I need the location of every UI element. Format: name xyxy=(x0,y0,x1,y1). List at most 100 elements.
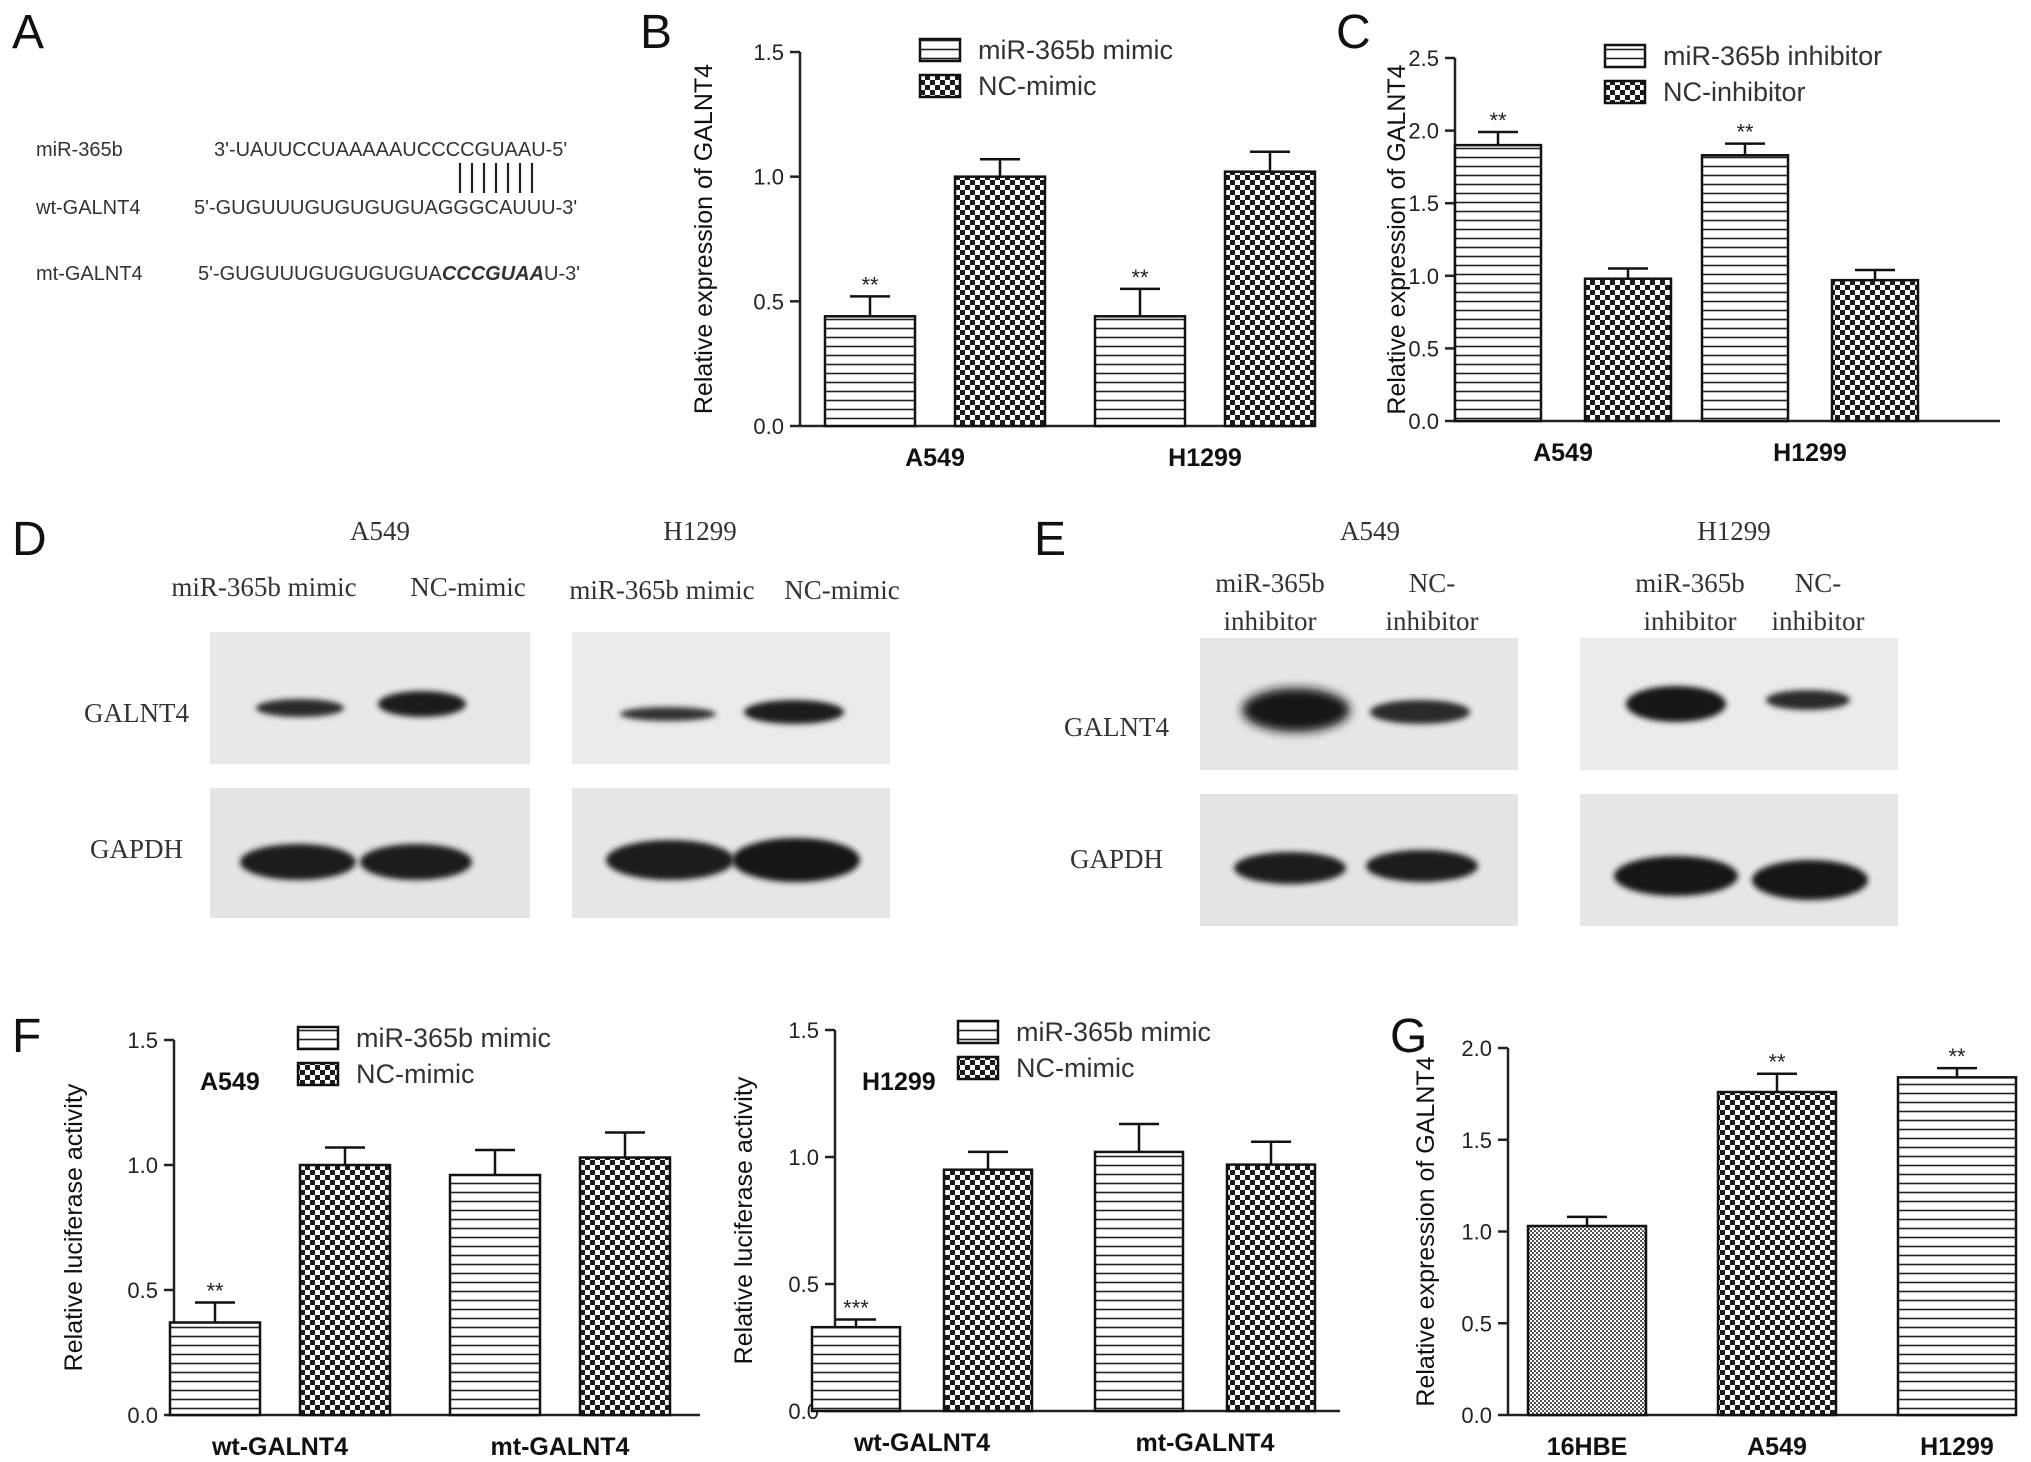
bar-mir-365b-mimic xyxy=(448,1173,542,1417)
panel-letter-g: G xyxy=(1390,1010,1427,1063)
legend-swatch xyxy=(296,1025,340,1051)
blot-e-band-galnt4-h1299-inh xyxy=(1626,686,1726,722)
bar-mir-365b-mimic xyxy=(168,1321,262,1417)
x-category-label: H1299 xyxy=(1920,1433,1994,1461)
chart-inset-title: H1299 xyxy=(862,1068,936,1096)
bar-nc-mimic xyxy=(298,1163,392,1417)
x-category-label: mt-GALNT4 xyxy=(491,1433,630,1461)
bar-nc-inhibitor xyxy=(1830,278,1920,423)
bar-a549 xyxy=(1716,1090,1838,1417)
blot-d-band-galnt4-h1299-nc xyxy=(744,700,844,724)
blot-e-cell-h1299: H1299 xyxy=(1697,516,1771,546)
y-tick-label: 0.0 xyxy=(1408,409,1439,434)
seq-mt-prefix: 5'-GUGUUUGUGUGUGUA xyxy=(198,263,442,285)
bar-nc-mimic xyxy=(578,1156,672,1417)
blot-d-lane-h1299-mimic: miR-365b mimic xyxy=(569,575,754,605)
blot-d-band-gapdh-a549-nc xyxy=(360,844,472,880)
blot-e-band-galnt4-h1299-nc xyxy=(1766,690,1850,710)
panel-letter-d: D xyxy=(12,513,47,566)
blot-d-lane-h1299-nc: NC-mimic xyxy=(784,575,900,605)
y-tick-label: 1.0 xyxy=(1408,264,1439,289)
blot-d-band-galnt4-h1299-mimic xyxy=(620,707,716,721)
significance-marker: ** xyxy=(1131,265,1149,290)
y-axis-label: Relative luciferase activity xyxy=(730,1076,758,1364)
panel-a-sequence-alignment: A miR-365b 3'-UAUUCCUAAAAAUCCCCGUAAU-5' … xyxy=(12,6,580,285)
x-category-label: H1299 xyxy=(1773,439,1847,467)
base-pair-lines xyxy=(458,163,534,193)
chart-panel-b: 0.0 0.5 1.0 1.5 Relative expression of GALNT… xyxy=(690,35,1317,472)
blot-e-row-galnt4: GALNT4 xyxy=(1064,712,1169,742)
legend-label: miR-365b inhibitor xyxy=(1663,41,1882,71)
blot-d-band-galnt4-a549-mimic xyxy=(256,699,344,717)
panel-d-western-blot: D A549 H1299 miR-365b mimic NC-mimic miR… xyxy=(12,513,900,918)
legend-label: NC-mimic xyxy=(1016,1053,1134,1083)
legend-label: miR-365b mimic xyxy=(978,35,1173,65)
blot-d-band-galnt4-a549-nc xyxy=(378,691,466,717)
bar-nc-inhibitor xyxy=(1583,277,1673,423)
blot-e-band-gapdh-a549-inh xyxy=(1234,852,1346,884)
x-category-label: wt-GALNT4 xyxy=(853,1429,990,1457)
chart-panel-g: 0.0 0.5 1.0 1.5 2.0 Relative expression of GA… xyxy=(1412,1036,2018,1461)
y-tick-label: 0.5 xyxy=(1408,336,1439,361)
blot-e-band-galnt4-a549-inh xyxy=(1242,688,1350,732)
blot-e-lane-a549-inh-line1: miR-365b xyxy=(1215,568,1325,598)
y-tick-label: 1.5 xyxy=(1408,191,1439,216)
blot-d-membrane-galnt4-a549 xyxy=(210,632,530,764)
y-axis-label: Relative expression of GALNT4 xyxy=(690,64,718,414)
panel-letter-e: E xyxy=(1034,513,1066,566)
blot-e-band-gapdh-a549-nc xyxy=(1366,850,1478,882)
y-axis-label: Relative expression of GALNT4 xyxy=(1383,64,1411,414)
y-tick-label: 0.0 xyxy=(753,414,784,439)
y-tick-label: 0.0 xyxy=(127,1403,158,1428)
seq-row-label-mir365b: miR-365b xyxy=(36,139,123,161)
y-tick-label: 1.0 xyxy=(753,165,784,190)
bar-mir-365b-mimic xyxy=(810,1325,902,1413)
y-tick-label: 1.5 xyxy=(788,1018,819,1043)
bar-nc-mimic xyxy=(1223,170,1317,428)
blot-e-band-gapdh-h1299-inh xyxy=(1614,856,1738,896)
legend-swatch xyxy=(918,73,962,99)
significance-marker: ** xyxy=(1736,120,1754,145)
y-tick-label: 0.0 xyxy=(1461,1403,1492,1428)
panel-e-western-blot: E A549 H1299 miR-365b inhibitor NC- inhi… xyxy=(1034,513,1898,926)
y-tick-label: 2.0 xyxy=(1461,1036,1492,1061)
seq-mt-galnt4: 5'-GUGUUUGUGUGUGUACCCGUAAU-3' xyxy=(198,263,580,285)
bar-mir-365b-mimic xyxy=(1093,315,1187,428)
blot-e-lane-h1299-nc-line2: inhibitor xyxy=(1772,606,1865,636)
panel-letter-f: F xyxy=(12,1010,41,1063)
bar-h1299 xyxy=(1896,1076,2018,1417)
bar-mir-365b-mimic xyxy=(823,315,917,428)
x-category-label: A549 xyxy=(905,444,965,472)
legend-label: miR-365b mimic xyxy=(356,1023,551,1053)
legend-swatch xyxy=(1603,43,1647,69)
blot-d-band-gapdh-h1299-mimic xyxy=(606,840,734,880)
x-category-label: H1299 xyxy=(1168,444,1242,472)
blot-e-row-gapdh: GAPDH xyxy=(1070,844,1163,874)
seq-row-label-mt-galnt4: mt-GALNT4 xyxy=(36,263,143,285)
legend-swatch xyxy=(918,37,962,63)
significance-marker: ** xyxy=(861,272,879,297)
seq-mt-suffix: U-3' xyxy=(544,263,580,285)
legend-swatch xyxy=(956,1019,1000,1045)
blot-e-band-galnt4-a549-nc xyxy=(1370,700,1470,724)
x-category-label: A549 xyxy=(1533,439,1593,467)
significance-marker: ** xyxy=(206,1279,224,1304)
blot-d-cell-a549: A549 xyxy=(350,516,410,546)
significance-marker: ** xyxy=(1489,108,1507,133)
legend-label: NC-inhibitor xyxy=(1663,77,1806,107)
bar-nc-mimic xyxy=(953,175,1047,428)
x-category-label: 16HBE xyxy=(1547,1433,1628,1461)
y-axis-label: Relative luciferase activity xyxy=(60,1083,88,1371)
seq-row-label-wt-galnt4: wt-GALNT4 xyxy=(35,197,140,219)
blot-e-lane-h1299-inh-line2: inhibitor xyxy=(1644,606,1737,636)
blot-d-row-galnt4: GALNT4 xyxy=(84,698,189,728)
y-tick-label: 0.5 xyxy=(788,1272,819,1297)
y-tick-label: 0.5 xyxy=(753,289,784,314)
blot-e-lane-a549-nc-line1: NC- xyxy=(1409,568,1456,598)
significance-marker: ** xyxy=(1768,1050,1786,1075)
y-tick-label: 1.5 xyxy=(127,1028,158,1053)
y-tick-label: 1.0 xyxy=(127,1153,158,1178)
blot-e-membrane-gapdh-h1299 xyxy=(1580,794,1898,926)
